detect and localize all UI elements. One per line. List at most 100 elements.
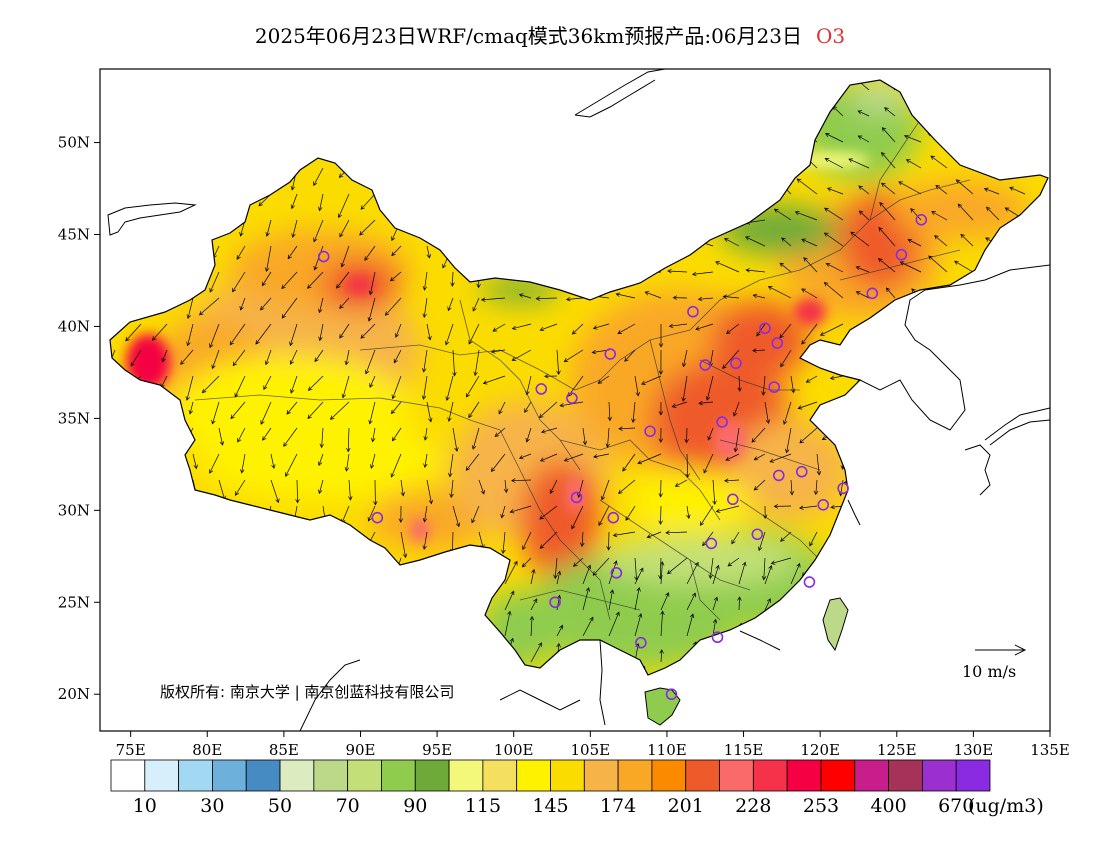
wind-arrow <box>907 238 922 247</box>
wind-arrow <box>264 245 272 273</box>
map-title: 2025年06月23日WRF/cmaq模式36km预报产品:06月23日 O3 <box>0 20 1100 49</box>
wind-arrow <box>794 211 818 221</box>
wind-arrow <box>239 297 246 311</box>
wind-arrow <box>634 567 644 585</box>
wind-arrow <box>761 375 766 396</box>
colorbar-swatch <box>448 759 484 792</box>
colorbar-label: 70 <box>336 795 360 817</box>
wind-arrow <box>565 297 584 302</box>
station-marker <box>730 357 742 370</box>
station-markers <box>317 213 928 701</box>
y-tick-label: 20N <box>58 685 90 703</box>
wind-arrow <box>260 401 272 425</box>
wind-arrow <box>255 323 272 345</box>
wind-arrow <box>823 232 844 247</box>
station-marker <box>635 636 647 649</box>
wind-arrow <box>494 427 506 437</box>
wind-arrow <box>615 292 636 299</box>
wind-arrow <box>960 233 974 247</box>
wind-arrow <box>986 206 1000 221</box>
wind-arrow <box>340 245 350 268</box>
pollutant-label: O3 <box>815 24 846 48</box>
wind-arrow <box>646 531 662 539</box>
wind-arrow <box>211 401 220 425</box>
wind-arrow <box>612 531 636 538</box>
colorbar-swatch <box>381 759 416 792</box>
title-text: 2025年06月23日WRF/cmaq模式36km预报产品:06月23日 <box>254 24 802 48</box>
wind-arrow <box>317 453 324 466</box>
wind-arrow <box>637 453 662 465</box>
wind-arrow <box>715 261 740 273</box>
wind-arrow <box>725 453 740 461</box>
station-marker <box>866 287 879 300</box>
wind-arrow <box>341 375 350 399</box>
wind-arrow <box>672 295 688 300</box>
wind-arrow <box>198 297 220 316</box>
wind-arrow <box>592 557 610 576</box>
wind-arrow <box>681 375 688 402</box>
wind-arrow <box>261 271 272 287</box>
wind-arrow <box>665 530 688 535</box>
wind-arrow <box>881 127 896 143</box>
wind-arrow <box>582 616 594 637</box>
station-marker <box>549 596 561 609</box>
wind-arrow <box>125 323 142 342</box>
station-marker <box>570 491 583 504</box>
wind-arrow <box>365 349 376 375</box>
wind-arrow <box>790 375 796 394</box>
wind-arrow <box>685 453 690 478</box>
wind-arrow <box>235 479 246 496</box>
wind-arrow <box>634 613 643 637</box>
y-tick-label: 40N <box>58 317 90 335</box>
wind-arrow <box>885 287 896 299</box>
y-tick-label: 35N <box>58 409 90 427</box>
wind-arrow <box>539 453 558 462</box>
wind-arrow <box>658 427 664 443</box>
wind-arrow <box>369 453 376 469</box>
x-tick-label: 115E <box>724 741 764 759</box>
colorbar-swatch <box>685 759 720 792</box>
colorbar-label: 670 <box>938 795 974 817</box>
wind-arrow <box>346 427 351 453</box>
x-tick-label: 80E <box>192 741 222 759</box>
wind-arrow <box>468 401 480 419</box>
wind-arrow <box>801 323 818 345</box>
colorbar-swatch <box>110 759 146 792</box>
wind-arrow <box>283 427 298 447</box>
wind-arrow <box>239 219 246 237</box>
y-tick-label: 30N <box>58 501 90 519</box>
wind-arrow <box>539 531 558 549</box>
y-tick-label: 25N <box>58 593 90 611</box>
wind-arrow <box>955 179 974 195</box>
wind-arrow <box>447 297 454 312</box>
x-tick-label: 110E <box>647 741 687 759</box>
wind-arrow <box>318 479 324 495</box>
wind-arrow <box>498 401 506 415</box>
wind-arrow <box>421 349 428 373</box>
wind-arrow <box>805 375 818 383</box>
wind-arrow <box>367 505 376 522</box>
wind-arrow <box>573 557 584 567</box>
wind-arrow <box>762 505 768 520</box>
wind-arrow <box>290 375 298 394</box>
wind-arrow <box>236 245 246 260</box>
wind-arrow <box>539 323 558 332</box>
station-marker <box>699 359 712 371</box>
wind-arrow <box>390 453 402 478</box>
wind-arrow <box>307 271 324 289</box>
wind-arrow <box>553 557 558 580</box>
wind-arrow <box>816 453 822 476</box>
wind-arrow <box>313 219 324 243</box>
colorbar-label: 201 <box>668 795 704 817</box>
wind-arrow <box>686 613 695 637</box>
wind-arrow <box>445 375 454 402</box>
x-tick-label: 85E <box>269 741 299 759</box>
wind-arrow <box>686 505 691 520</box>
wind-arrow <box>490 453 506 472</box>
wind-arrow <box>827 187 844 195</box>
wind-arrow <box>394 323 402 338</box>
wind-arrow <box>850 231 870 247</box>
station-marker <box>535 383 548 395</box>
station-marker <box>817 499 830 511</box>
wind-arrow <box>722 294 740 299</box>
